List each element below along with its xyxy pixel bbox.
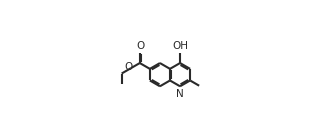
Text: O: O xyxy=(124,62,133,72)
Text: OH: OH xyxy=(172,41,188,51)
Text: N: N xyxy=(176,89,184,99)
Text: O: O xyxy=(136,41,144,51)
